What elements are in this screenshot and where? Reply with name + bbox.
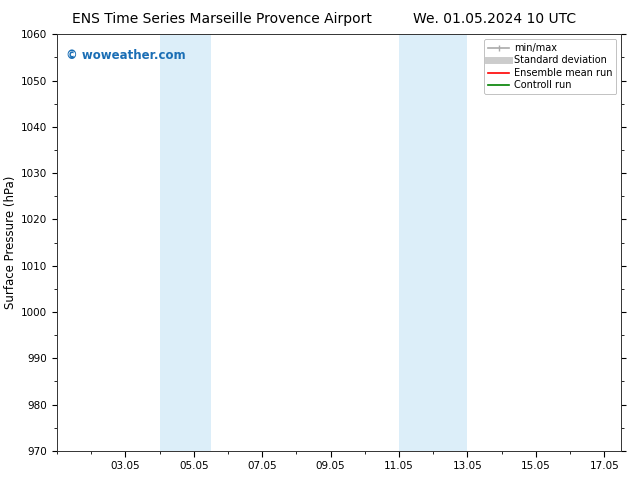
- Bar: [399, 34, 467, 451]
- Text: © woweather.com: © woweather.com: [65, 49, 185, 62]
- Y-axis label: Surface Pressure (hPa): Surface Pressure (hPa): [4, 176, 17, 309]
- Bar: [160, 34, 211, 451]
- Text: We. 01.05.2024 10 UTC: We. 01.05.2024 10 UTC: [413, 12, 576, 26]
- Legend: min/max, Standard deviation, Ensemble mean run, Controll run: min/max, Standard deviation, Ensemble me…: [484, 39, 616, 94]
- Text: ENS Time Series Marseille Provence Airport: ENS Time Series Marseille Provence Airpo…: [72, 12, 372, 26]
